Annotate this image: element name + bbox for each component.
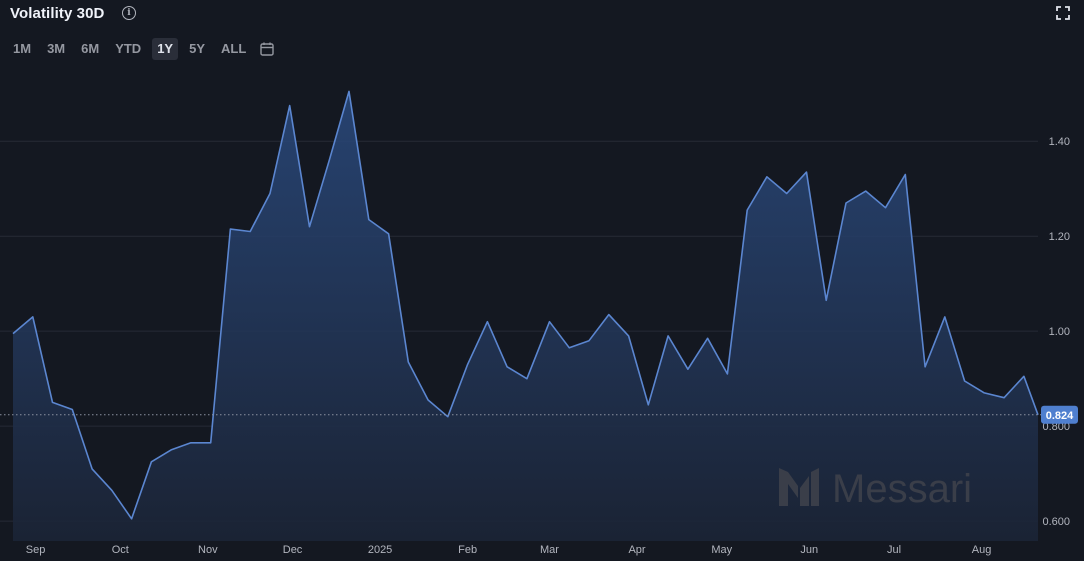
x-tick-label: Sep bbox=[26, 544, 46, 556]
x-tick-label: Aug bbox=[972, 544, 992, 556]
x-tick-label: Nov bbox=[198, 544, 218, 556]
y-tick-label: 0.800 bbox=[1042, 421, 1070, 433]
chart-title: Volatility 30D bbox=[10, 5, 105, 22]
watermark: Messari bbox=[779, 467, 972, 511]
x-tick-label: Oct bbox=[112, 544, 129, 556]
series-line-path bbox=[12, 90, 1039, 520]
fullscreen-icon[interactable] bbox=[1056, 6, 1070, 20]
y-tick-label: 1.40 bbox=[1049, 136, 1070, 148]
calendar-icon[interactable] bbox=[259, 41, 275, 57]
current-value-marker: 0.824 bbox=[0, 405, 1078, 424]
current-value-label: 0.824 bbox=[1046, 410, 1074, 422]
y-tick-label: 1.20 bbox=[1049, 231, 1070, 243]
current-value-tag bbox=[1041, 405, 1078, 424]
range-selector: 1M 3M 6M YTD 1Y 5Y ALL bbox=[8, 38, 275, 60]
x-tick-label: Feb bbox=[458, 544, 477, 556]
messari-logo-icon bbox=[779, 468, 819, 506]
x-tick-label: Mar bbox=[540, 544, 559, 556]
range-3m-button[interactable]: 3M bbox=[47, 41, 66, 56]
x-tick-label: May bbox=[711, 544, 732, 556]
y-tick-label: 1.00 bbox=[1049, 326, 1070, 338]
x-tick-label: 2025 bbox=[368, 544, 392, 556]
range-ytd-button[interactable]: YTD bbox=[115, 41, 142, 56]
area-path bbox=[13, 91, 1038, 542]
series-line bbox=[12, 90, 1039, 520]
x-tick-label: Apr bbox=[628, 544, 645, 556]
watermark-text: Messari bbox=[832, 467, 972, 511]
x-tick-label: Jul bbox=[887, 544, 901, 556]
range-1y-button[interactable]: 1Y bbox=[152, 38, 179, 60]
range-1m-button[interactable]: 1M bbox=[13, 41, 32, 56]
y-tick-label: 0.600 bbox=[1042, 516, 1070, 528]
range-all-button[interactable]: ALL bbox=[221, 41, 247, 56]
area-fill bbox=[13, 91, 1038, 542]
info-icon[interactable]: i bbox=[122, 6, 136, 20]
range-6m-button[interactable]: 6M bbox=[81, 41, 100, 56]
x-tick-label: Jun bbox=[800, 544, 818, 556]
x-tick-label: Dec bbox=[283, 544, 303, 556]
x-axis: Sep Oct Nov Dec 2025 Feb Mar Apr May Jun Jul Aug bbox=[26, 544, 992, 556]
y-axis: 0.600 0.800 1.00 1.20 1.40 bbox=[1042, 136, 1070, 528]
range-5y-button[interactable]: 5Y bbox=[189, 41, 205, 56]
